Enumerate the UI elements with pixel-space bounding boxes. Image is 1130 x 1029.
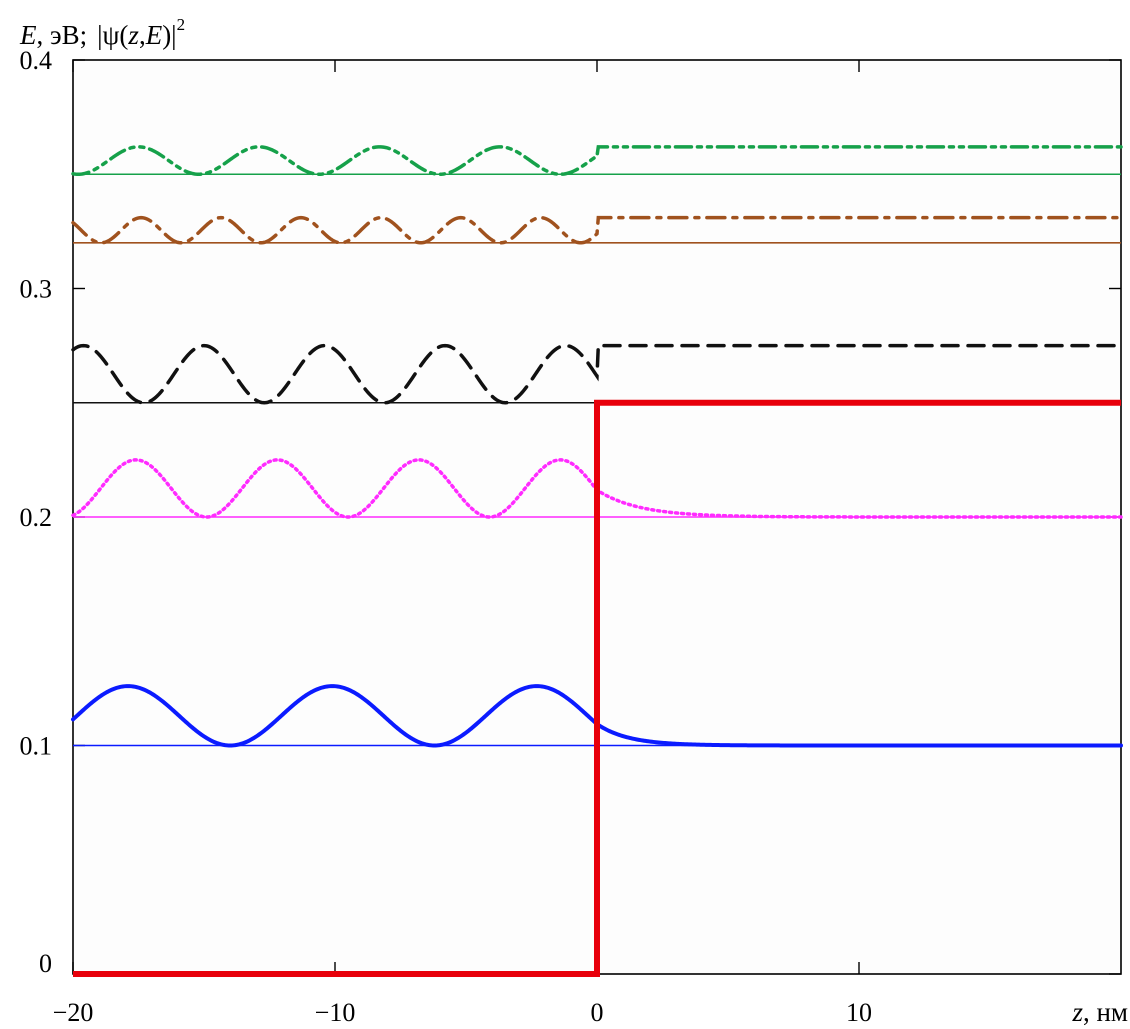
potential-step-line <box>73 399 1121 977</box>
wavefunction-curve <box>71 145 1123 177</box>
wavefunction-curve <box>71 343 1123 405</box>
y-tick-label: 0.1 <box>20 732 53 761</box>
y-tick-label: 0.4 <box>20 46 53 75</box>
wavefunction-curve <box>71 215 1123 245</box>
y-axis-title: E, эВ; |ψ(z,E)|2 <box>19 15 185 50</box>
y-tick-label: 0.2 <box>20 503 53 532</box>
x-tick-label: −10 <box>315 998 356 1027</box>
x-tick-label: 10 <box>846 998 872 1027</box>
y-tick-label: 0.3 <box>20 275 53 304</box>
y-tick-label: 0 <box>39 949 52 978</box>
y-axis: 0 0.1 0.2 0.3 0.4 <box>20 46 1121 978</box>
x-axis-title: z, нм <box>1071 997 1128 1027</box>
x-tick-label: 0 <box>591 998 604 1027</box>
x-tick-label: −20 <box>53 998 94 1027</box>
